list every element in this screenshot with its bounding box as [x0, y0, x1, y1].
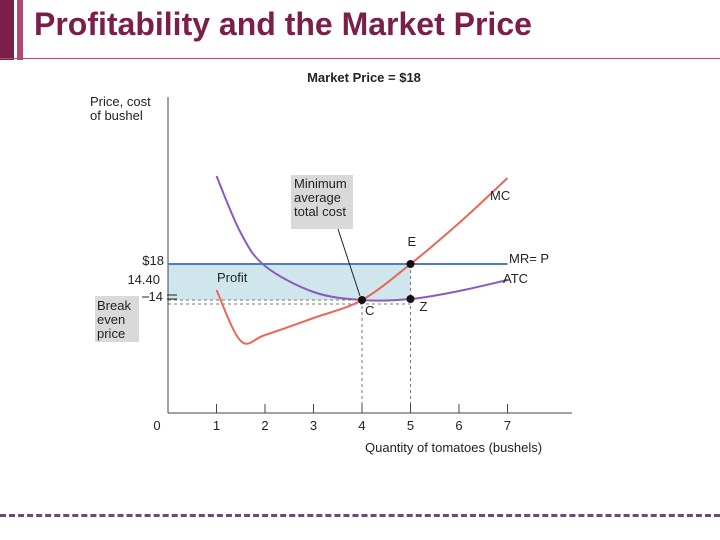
- chart-title: Market Price = $18: [307, 70, 421, 85]
- x-tick-label: 3: [310, 418, 317, 433]
- point-c: [358, 296, 366, 304]
- y-axis-label-line-1: Price, cost: [90, 94, 151, 109]
- title-divider: [0, 58, 720, 59]
- break-even-label-line-2: even: [97, 312, 125, 327]
- x-tick-label: 7: [504, 418, 511, 433]
- x-ticks: 0 1 2 3 4 5 6 7: [153, 404, 511, 433]
- atc-curve: [215, 175, 508, 302]
- series-layer: [168, 175, 509, 345]
- x-tick-label: 2: [261, 418, 268, 433]
- x-tick-label: 4: [358, 418, 365, 433]
- y-label-14: 14: [149, 289, 163, 304]
- min-atc-callout-box: [291, 175, 353, 229]
- min-atc-label-line-3: total cost: [294, 204, 346, 219]
- y-label-14-40: 14.40: [127, 272, 160, 287]
- guide-lines: [168, 264, 411, 413]
- title-accent-bar: [0, 0, 14, 60]
- bottom-dashed-divider: [0, 514, 720, 517]
- x-tick-label: 0: [153, 418, 160, 433]
- min-atc-pointer: [337, 228, 361, 297]
- x-axis-label: Quantity of tomatoes (bushels): [365, 440, 542, 455]
- profit-label: Profit: [217, 270, 248, 285]
- slide-title: Profitability and the Market Price: [34, 6, 532, 42]
- x-tick-label: 5: [407, 418, 414, 433]
- mc-label: MC: [490, 188, 510, 203]
- y-label-18: $18: [142, 253, 164, 268]
- mc-curve: [215, 177, 509, 345]
- break-even-label-line-1: Break: [97, 298, 131, 313]
- min-atc-label-line-2: average: [294, 190, 341, 205]
- min-atc-label-line-1: Minimum: [294, 176, 347, 191]
- marker-layer: E C Z: [358, 234, 428, 318]
- point-e: [406, 260, 415, 268]
- point-label-z: Z: [420, 299, 428, 314]
- y-axis-label-line-2: of bushel: [90, 108, 143, 123]
- point-z: [406, 295, 415, 303]
- break-even-label-line-3: price: [97, 326, 125, 341]
- atc-label: ATC: [503, 271, 528, 286]
- point-label-c: C: [365, 303, 374, 318]
- point-label-e: E: [408, 234, 417, 249]
- x-tick-label: 6: [455, 418, 462, 433]
- mr-label: MR= P: [509, 251, 549, 266]
- title-accent-bar-secondary: [17, 0, 23, 60]
- break-even-callout-box: [95, 296, 139, 342]
- x-tick-label: 1: [213, 418, 220, 433]
